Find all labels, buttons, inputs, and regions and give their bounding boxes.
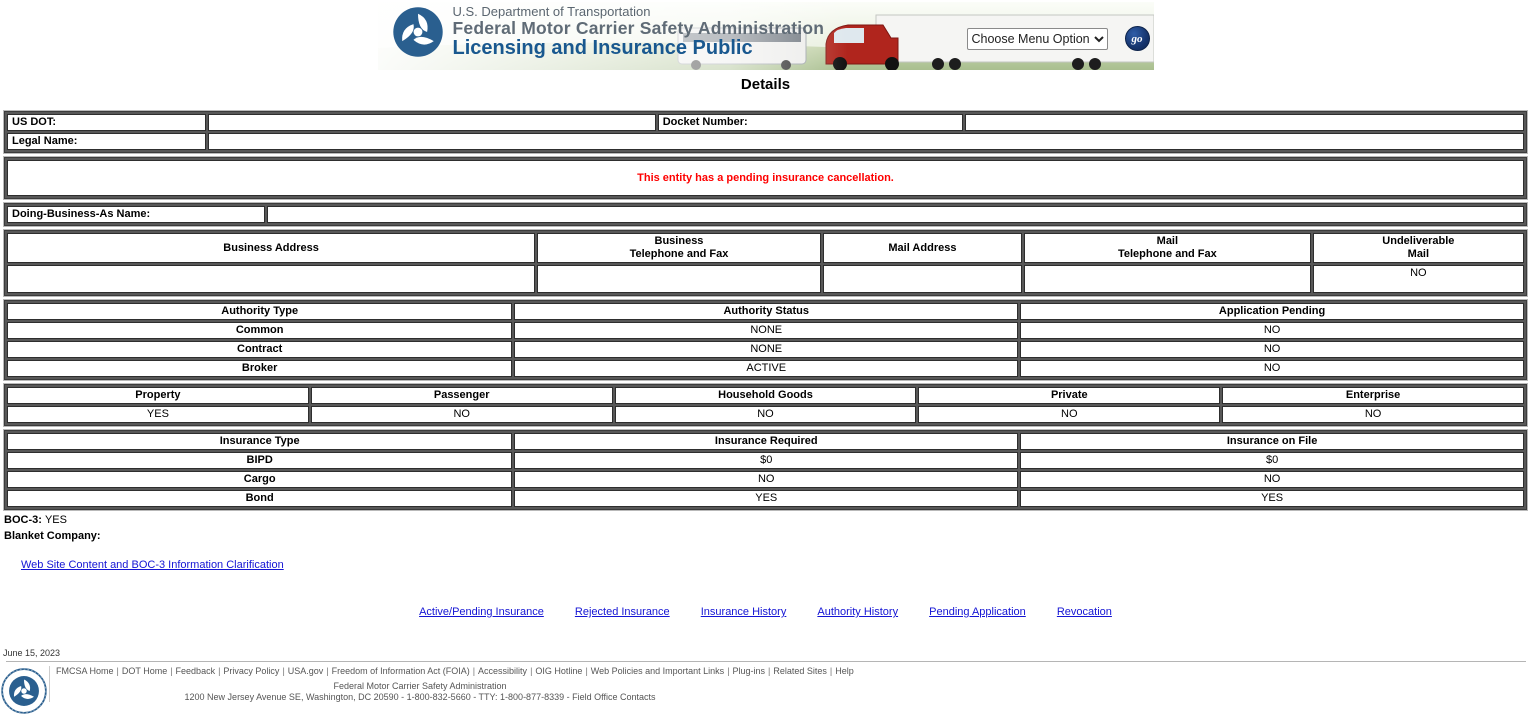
boc3-label: BOC-3: [4, 514, 42, 526]
dot-logo [392, 7, 443, 57]
boc3-clarification-link[interactable]: Web Site Content and BOC-3 Information C… [21, 559, 284, 571]
household-goods-value: NO [614, 406, 917, 423]
legal-name-value [208, 133, 1524, 150]
dba-value [266, 206, 1524, 223]
detail-nav: Active/Pending Insurance Rejected Insura… [0, 606, 1531, 618]
docket-number-value [964, 114, 1524, 131]
site-title: Licensing and Insurance Public [452, 37, 753, 60]
insurance-table: Insurance Type Insurance Required Insura… [4, 430, 1527, 510]
authority-status-header: Authority Status [514, 303, 1019, 320]
undeliverable-mail-value: NO [1312, 265, 1524, 293]
table-row: Broker ACTIVE NO [7, 360, 1524, 377]
insurance-type-cell: Bond [7, 490, 513, 507]
identity-table: US DOT: Docket Number: Legal Name: [4, 111, 1527, 153]
business-phone-value [537, 265, 821, 293]
property-value: YES [7, 406, 309, 423]
boc3-value: YES [44, 514, 67, 526]
enterprise-value: NO [1222, 406, 1524, 423]
insurance-type-cell: Cargo [7, 471, 513, 488]
table-row: Bond YES YES [7, 490, 1524, 507]
authority-type-cell: Common [7, 322, 513, 339]
usdot-value [208, 114, 656, 131]
undeliverable-mail-header: Undeliverable Mail [1312, 233, 1524, 263]
insurance-on-file-cell: YES [1020, 490, 1524, 507]
mail-phone-value [1024, 265, 1311, 293]
table-row: BIPD $0 $0 [7, 452, 1524, 469]
site-footer: FMCSA Home | DOT Home | Feedback | Privacy Pol… [0, 666, 1531, 714]
authority-status-cell: NONE [514, 322, 1019, 339]
application-pending-header: Application Pending [1020, 303, 1524, 320]
authority-table: Authority Type Authority Status Applicat… [4, 300, 1527, 380]
nav-link-pending-application[interactable]: Pending Application [929, 606, 1026, 618]
insurance-required-cell: NO [514, 471, 1019, 488]
pending-cancellation-warning: This entity has a pending insurance canc… [7, 160, 1524, 196]
docket-number-label: Docket Number: [657, 114, 963, 131]
business-address-value [7, 265, 536, 293]
footer-address: 1200 New Jersey Avenue SE, Washington, D… [184, 692, 656, 702]
authority-type-cell: Contract [7, 341, 513, 358]
blanket-company-label: Blanket Company: [4, 530, 101, 542]
private-header: Private [918, 387, 1221, 404]
application-pending-cell: NO [1020, 341, 1524, 358]
insurance-on-file-cell: $0 [1020, 452, 1524, 469]
property-header: Property [7, 387, 309, 404]
usdot-label: US DOT: [7, 114, 207, 131]
insurance-on-file-header: Insurance on File [1020, 433, 1524, 450]
legal-name-label: Legal Name: [7, 133, 207, 150]
authority-type-header: Authority Type [7, 303, 513, 320]
menu-option-select[interactable]: Choose Menu Option [966, 27, 1108, 50]
passenger-value: NO [310, 406, 613, 423]
authority-type-cell: Broker [7, 360, 513, 377]
mail-address-value [822, 265, 1023, 293]
dot-seal-icon [1, 668, 47, 714]
private-value: NO [918, 406, 1221, 423]
insurance-type-header: Insurance Type [7, 433, 513, 450]
nav-link-revocation[interactable]: Revocation [1056, 606, 1112, 618]
page-date: June 15, 2023 [3, 648, 61, 658]
business-phone-header: Business Telephone and Fax [537, 233, 821, 263]
table-row: Cargo NO NO [7, 471, 1524, 488]
business-address-header: Business Address [7, 233, 536, 263]
authority-status-cell: NONE [514, 341, 1019, 358]
table-row: YES NO NO NO NO [7, 406, 1524, 423]
household-goods-header: Household Goods [614, 387, 917, 404]
operation-table: Property Passenger Household Goods Priva… [4, 384, 1527, 426]
nav-link-insurance-history[interactable]: Insurance History [700, 606, 787, 618]
passenger-header: Passenger [310, 387, 613, 404]
insurance-type-cell: BIPD [7, 452, 513, 469]
header-banner: U.S. Department of Transportation Federa… [0, 0, 1531, 70]
nav-link-authority-history[interactable]: Authority History [817, 606, 899, 618]
insurance-required-cell: $0 [514, 452, 1019, 469]
mail-phone-header: Mail Telephone and Fax [1024, 233, 1311, 263]
application-pending-cell: NO [1020, 360, 1524, 377]
agency-name-line1: U.S. Department of Transportation [452, 4, 651, 19]
go-button[interactable]: go [1124, 26, 1150, 51]
nav-link-active-pending-insurance[interactable]: Active/Pending Insurance [419, 606, 544, 618]
insurance-required-cell: YES [514, 490, 1019, 507]
insurance-required-header: Insurance Required [514, 433, 1019, 450]
mail-address-header: Mail Address [822, 233, 1023, 263]
nav-link-rejected-insurance[interactable]: Rejected Insurance [574, 606, 670, 618]
footer-divider [6, 661, 1526, 662]
insurance-on-file-cell: NO [1020, 471, 1524, 488]
agency-name-line2: Federal Motor Carrier Safety Administrat… [452, 17, 825, 38]
page-title: Details [740, 76, 791, 93]
authority-status-cell: ACTIVE [514, 360, 1019, 377]
table-row: Contract NONE NO [7, 341, 1524, 358]
dba-label: Doing-Business-As Name: [7, 206, 265, 223]
application-pending-cell: NO [1020, 322, 1524, 339]
footer-org-name: Federal Motor Carrier Safety Administrat… [333, 681, 507, 691]
enterprise-header: Enterprise [1222, 387, 1524, 404]
table-row: Common NONE NO [7, 322, 1524, 339]
dba-table: Doing-Business-As Name: [4, 203, 1527, 226]
warning-table: This entity has a pending insurance canc… [4, 157, 1527, 199]
address-table: Business Address Business Telephone and … [4, 230, 1527, 296]
